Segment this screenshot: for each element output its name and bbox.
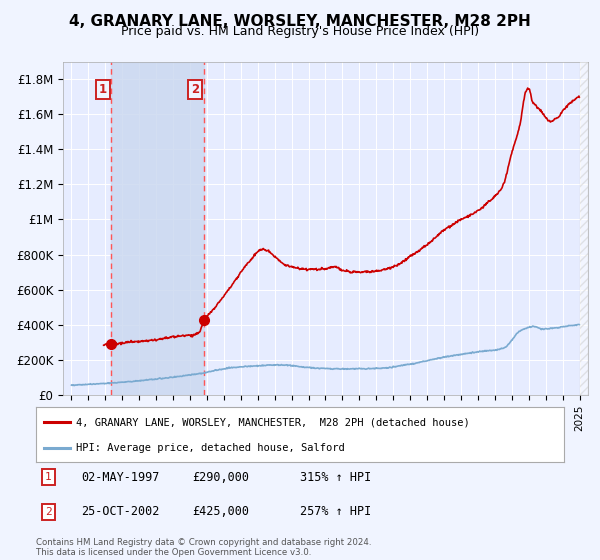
Text: 2: 2 xyxy=(45,507,52,517)
Text: 1: 1 xyxy=(45,472,52,482)
Bar xyxy=(111,62,204,395)
Text: 4, GRANARY LANE, WORSLEY, MANCHESTER, M28 2PH: 4, GRANARY LANE, WORSLEY, MANCHESTER, M2… xyxy=(69,14,531,29)
Text: HPI: Average price, detached house, Salford: HPI: Average price, detached house, Salf… xyxy=(76,444,344,453)
Text: Contains HM Land Registry data © Crown copyright and database right 2024.
This d: Contains HM Land Registry data © Crown c… xyxy=(36,538,371,557)
Text: 25-OCT-2002: 25-OCT-2002 xyxy=(81,505,160,519)
Text: 257% ↑ HPI: 257% ↑ HPI xyxy=(300,505,371,519)
Text: 4, GRANARY LANE, WORSLEY, MANCHESTER,  M28 2PH (detached house): 4, GRANARY LANE, WORSLEY, MANCHESTER, M2… xyxy=(76,418,469,427)
Text: £425,000: £425,000 xyxy=(192,505,249,519)
Text: £290,000: £290,000 xyxy=(192,470,249,484)
Text: Price paid vs. HM Land Registry's House Price Index (HPI): Price paid vs. HM Land Registry's House … xyxy=(121,25,479,38)
Text: 02-MAY-1997: 02-MAY-1997 xyxy=(81,470,160,484)
Text: 1: 1 xyxy=(99,83,107,96)
Text: 2: 2 xyxy=(191,83,199,96)
Text: 315% ↑ HPI: 315% ↑ HPI xyxy=(300,470,371,484)
